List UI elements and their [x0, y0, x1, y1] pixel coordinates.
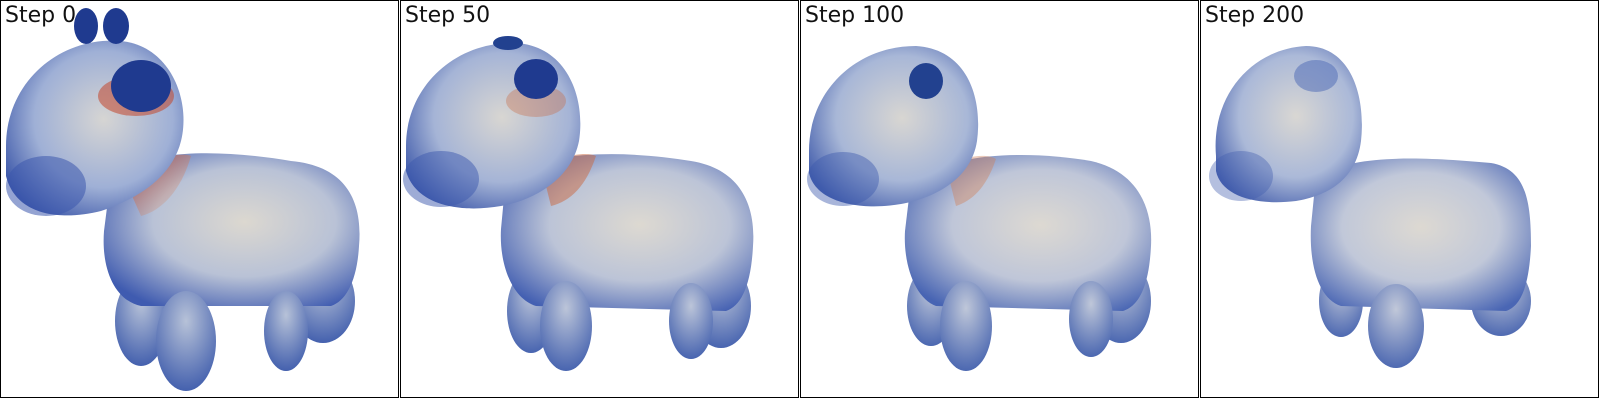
panel-step-200: Step 200	[1200, 0, 1599, 398]
ear-side	[514, 59, 558, 99]
snout-shading	[1209, 151, 1273, 201]
ear-remnant	[1294, 60, 1338, 92]
horn-left	[74, 8, 98, 44]
panel-label: Step 0	[5, 3, 77, 28]
snout-shading	[6, 156, 86, 216]
panel-step-50: Step 50	[400, 0, 799, 398]
horn-right	[103, 8, 129, 44]
cow-body	[1310, 158, 1531, 311]
cow-body	[904, 155, 1152, 311]
panel-label: Step 50	[405, 3, 491, 28]
cow-mesh-render	[807, 46, 1152, 371]
leg-front-left	[540, 281, 592, 371]
panel-step-100: Step 100	[800, 0, 1199, 398]
horn-top	[493, 36, 523, 50]
ear-side	[111, 60, 171, 112]
leg-front-right	[264, 291, 308, 371]
leg-front-right	[1069, 281, 1113, 357]
cow-mesh-render	[1209, 46, 1531, 368]
panel-label: Step 100	[805, 3, 905, 28]
snout-shading	[403, 151, 479, 207]
cow-mesh-render	[6, 8, 360, 391]
cow-mesh-render	[403, 36, 754, 371]
leg-front-right	[669, 283, 713, 359]
panel-label: Step 200	[1205, 3, 1305, 28]
snout-shading	[807, 152, 879, 206]
panel-step-0: Step 0	[0, 0, 399, 398]
leg-front-left	[1368, 284, 1424, 368]
leg-front-left	[156, 291, 216, 391]
leg-front-left	[940, 281, 992, 371]
ear-side	[909, 63, 943, 99]
